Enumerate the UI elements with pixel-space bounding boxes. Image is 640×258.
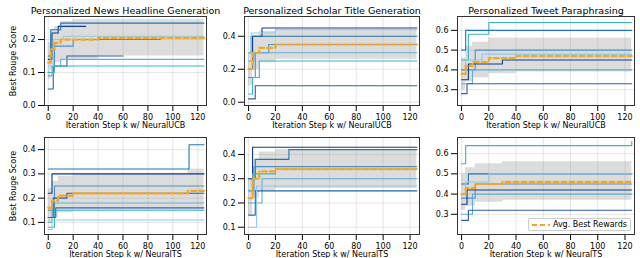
svg-text:0.6: 0.6	[436, 149, 449, 158]
svg-text:0.1: 0.1	[23, 218, 36, 227]
svg-text:40: 40	[297, 113, 308, 123]
svg-text:0.3: 0.3	[436, 210, 449, 219]
svg-text:0.1: 0.1	[23, 68, 36, 77]
svg-text:0: 0	[246, 113, 251, 122]
svg-text:40: 40	[511, 242, 522, 252]
svg-text:0.2: 0.2	[23, 35, 36, 44]
svg-text:20: 20	[68, 113, 79, 123]
svg-text:0.0: 0.0	[23, 101, 36, 110]
svg-text:100: 100	[165, 113, 181, 123]
svg-text:0: 0	[46, 242, 51, 251]
svg-text:Iteration Step k w/ NeuralTS: Iteration Step k w/ NeuralTS	[490, 250, 603, 258]
svg-text:20: 20	[483, 242, 494, 252]
svg-text:0.1: 0.1	[223, 223, 236, 232]
svg-text:0.4: 0.4	[436, 190, 449, 199]
svg-text:Iteration Step k w/ NeuralTS: Iteration Step k w/ NeuralTS	[69, 250, 182, 258]
svg-text:120: 120	[402, 242, 417, 251]
svg-text:0: 0	[246, 242, 251, 251]
svg-text:Best Rouge Score: Best Rouge Score	[9, 151, 18, 221]
svg-text:20: 20	[483, 113, 494, 123]
svg-text:0.4: 0.4	[223, 150, 236, 159]
svg-text:Iteration Step k w/ NeuralUCB: Iteration Step k w/ NeuralUCB	[66, 121, 186, 130]
svg-text:0: 0	[459, 113, 464, 122]
svg-text:80: 80	[565, 113, 576, 123]
svg-text:40: 40	[93, 113, 104, 123]
svg-text:0.0: 0.0	[223, 98, 236, 107]
svg-text:0.3: 0.3	[23, 169, 36, 178]
svg-text:80: 80	[351, 113, 362, 123]
svg-text:0.5: 0.5	[436, 169, 449, 178]
svg-text:60: 60	[538, 242, 549, 252]
svg-text:Personalized Tweet Paraphrasin: Personalized Tweet Paraphrasing	[468, 5, 624, 16]
svg-text:60: 60	[538, 113, 549, 123]
svg-text:80: 80	[351, 242, 362, 252]
svg-text:20: 20	[270, 242, 281, 252]
svg-text:100: 100	[165, 242, 181, 252]
svg-text:100: 100	[375, 113, 391, 123]
svg-text:Iteration Step k w/ NeuralUCB: Iteration Step k w/ NeuralUCB	[486, 121, 606, 130]
svg-text:120: 120	[617, 113, 632, 122]
svg-text:0.4: 0.4	[223, 32, 236, 41]
svg-text:120: 120	[190, 113, 205, 122]
svg-text:Personalized News Headline Gen: Personalized News Headline Generation	[31, 5, 221, 16]
svg-text:0: 0	[46, 113, 51, 122]
svg-text:100: 100	[375, 242, 391, 252]
svg-text:20: 20	[68, 242, 79, 252]
svg-text:0.4: 0.4	[23, 145, 36, 154]
svg-text:0.2: 0.2	[223, 65, 236, 74]
svg-text:20: 20	[270, 113, 281, 123]
svg-text:80: 80	[142, 242, 153, 252]
svg-text:40: 40	[511, 113, 522, 123]
svg-text:0.6: 0.6	[436, 26, 449, 35]
svg-text:100: 100	[590, 242, 606, 252]
svg-text:120: 120	[190, 242, 205, 251]
svg-text:0.2: 0.2	[23, 194, 36, 203]
svg-text:80: 80	[142, 113, 153, 123]
svg-text:0.2: 0.2	[223, 199, 236, 208]
svg-text:0.5: 0.5	[436, 46, 449, 55]
svg-text:0.3: 0.3	[436, 85, 449, 94]
svg-text:Iteration Step k w/ NeuralUCB: Iteration Step k w/ NeuralUCB	[272, 121, 392, 130]
svg-text:60: 60	[117, 113, 129, 123]
svg-text:40: 40	[93, 242, 104, 252]
svg-text:60: 60	[324, 242, 335, 252]
svg-text:Iteration Step k w/ NeuralTS: Iteration Step k w/ NeuralTS	[276, 250, 389, 258]
svg-text:80: 80	[565, 242, 576, 252]
svg-text:60: 60	[324, 113, 335, 123]
svg-text:60: 60	[117, 242, 129, 252]
svg-text:120: 120	[402, 113, 417, 122]
svg-text:Personalized Scholar Title Gen: Personalized Scholar Title Generation	[243, 5, 421, 16]
svg-text:120: 120	[617, 242, 632, 251]
svg-text:100: 100	[590, 113, 606, 123]
html-text:Avg. Best Rewards: Avg. Best Rewards	[552, 220, 627, 229]
svg-text:Best Rouge Score: Best Rouge Score	[9, 26, 18, 96]
svg-text:0.4: 0.4	[436, 65, 449, 74]
svg-text:0.3: 0.3	[223, 174, 236, 183]
svg-text:40: 40	[297, 242, 308, 252]
svg-text:0: 0	[459, 242, 464, 251]
